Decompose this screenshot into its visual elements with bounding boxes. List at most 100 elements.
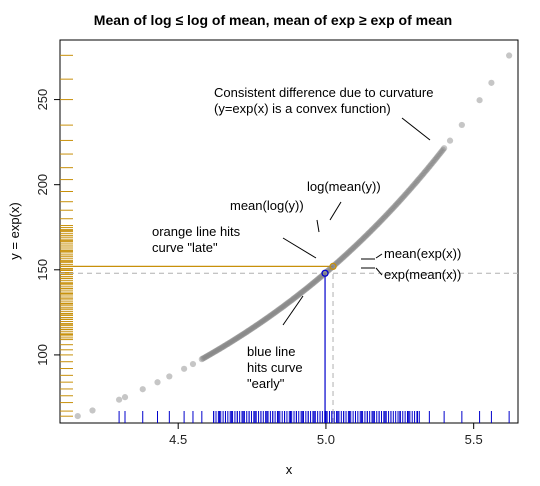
curvature-leader [401,117,431,141]
data-point [394,199,402,206]
data-point [269,311,276,318]
data-point [391,203,398,210]
data-point [209,349,216,357]
y-axis-label: y = exp(x) [7,202,22,259]
data-point [203,353,210,360]
data-point [253,322,260,329]
data-point [358,237,365,244]
data-point [240,331,247,338]
data-point [254,321,261,328]
data-point [458,121,465,129]
orange-leader [282,237,317,259]
data-point [306,283,313,290]
annotation-curvature-line2: (y=exp(x) is a convex function) [214,101,391,116]
data-point [301,286,308,294]
data-point [416,175,423,182]
data-point [381,213,389,220]
data-point [404,189,411,196]
data-point [341,252,348,259]
data-point [335,258,343,265]
data-point [270,310,278,317]
data-point [233,335,240,342]
data-point [373,221,380,229]
data-point [307,282,314,289]
data-point [221,342,228,350]
data-point [299,288,306,296]
data-point [218,344,226,351]
data-point [241,330,248,337]
data-points [74,52,513,420]
data-point [235,334,242,341]
data-point [379,215,386,223]
data-point [274,307,281,314]
y-tick-label: 150 [35,259,50,281]
data-point [282,301,289,308]
x-rug [118,411,510,423]
data-point [413,178,421,185]
blue-leader [282,295,304,326]
data-point [355,239,363,246]
data-point [287,297,294,305]
data-point [350,245,357,252]
data-point [311,279,318,286]
data-point [393,200,400,208]
data-point [246,327,253,334]
data-point [342,251,350,258]
data-point [345,249,352,256]
data-point [438,148,445,155]
exp-mean-leader [375,267,383,276]
data-point [279,304,286,311]
data-point [189,360,197,368]
data-point [285,299,292,306]
y-axis: 100 150 200 250 [35,89,60,366]
data-point [384,210,391,218]
data-point [419,171,426,178]
data-point [288,297,295,304]
data-point [390,204,397,211]
data-point [366,229,373,236]
data-point [398,195,405,202]
data-point [428,161,435,168]
data-point [222,342,229,349]
data-point [370,225,377,232]
data-point [275,306,282,313]
data-point [433,154,441,161]
data-point [228,338,235,345]
data-point [409,183,416,190]
data-point [225,340,233,347]
y-rug [60,54,73,417]
data-point [229,337,236,345]
data-point [432,155,439,162]
data-point [302,286,309,293]
data-point [316,274,324,281]
data-point [231,336,239,343]
data-point [212,347,220,355]
data-point [446,137,454,144]
data-point [387,207,395,214]
data-point [264,314,272,321]
data-point [201,354,208,361]
data-point [215,346,222,353]
annotation-orange-line2: curve "late" [152,240,218,255]
data-point [315,275,322,282]
data-point [344,250,351,257]
chart-title: Mean of log ≤ log of mean, mean of exp ≥… [94,12,452,28]
data-point [204,352,211,359]
data-point [261,316,268,324]
data-point [389,205,396,213]
annotation-mean-exp: mean(exp(x)) [384,246,461,261]
data-point [238,331,246,339]
mean-y-marker [329,262,337,271]
data-point [294,292,301,299]
data-point [263,315,270,322]
data-point [89,407,96,414]
data-point [292,294,299,301]
data-point [230,337,237,344]
data-point [220,343,227,350]
data-point [166,373,173,380]
data-point [295,291,302,298]
data-point [412,179,419,186]
data-point [259,318,266,325]
mean-markers [321,262,337,277]
